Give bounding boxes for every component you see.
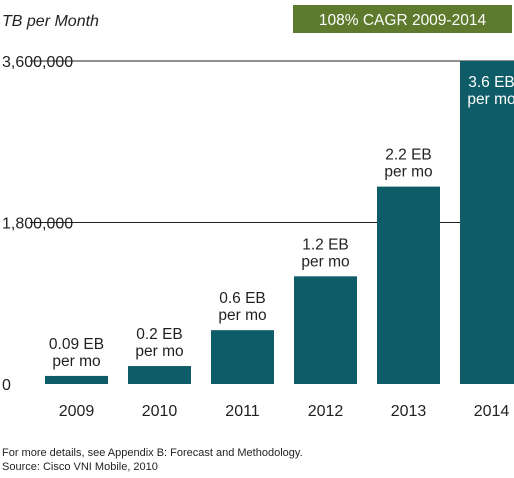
x-tick-label: 2012 (308, 403, 344, 420)
y-axis-title: TB per Month (2, 13, 99, 30)
data-label: per mo (218, 307, 266, 324)
grid-lines (30, 60, 514, 223)
bar-2011 (211, 330, 274, 384)
x-tick-label: 2009 (59, 403, 95, 420)
x-tick-label: 2014 (474, 403, 510, 420)
cagr-badge-text: 108% CAGR 2009-2014 (319, 12, 487, 29)
bars (45, 61, 514, 384)
data-label: per mo (467, 91, 514, 108)
data-label: per mo (301, 253, 349, 270)
data-label: per mo (384, 164, 432, 181)
bar-2010 (128, 366, 191, 384)
bar-2012 (294, 276, 357, 384)
data-label: 2.2 EB (385, 147, 432, 164)
y-tick-label: 0 (2, 377, 11, 394)
cagr-badge-background (293, 5, 512, 33)
data-label: 0.09 EB (49, 336, 104, 353)
bar-2013 (377, 186, 440, 384)
data-label: per mo (135, 343, 183, 360)
y-axis-ticks: 0 1,800,000 3,600,000 (2, 54, 73, 394)
x-tick-label: 2013 (391, 403, 427, 420)
bar-2009 (45, 375, 108, 384)
y-tick-label: 3,600,000 (2, 54, 73, 71)
bar-2014 (460, 61, 514, 384)
x-axis-ticks: 2009 2010 2011 2012 2013 2014 (59, 403, 510, 420)
data-label: 0.2 EB (136, 326, 183, 343)
footnote-source: Source: Cisco VNI Mobile, 2010 (2, 461, 158, 473)
x-tick-label: 2010 (142, 403, 178, 420)
data-label: per mo (52, 353, 100, 370)
footnote-methodology: For more details, see Appendix B: Foreca… (2, 447, 303, 459)
data-label: 1.2 EB (302, 236, 349, 253)
data-label: 3.6 EB (468, 74, 514, 91)
data-label: 0.6 EB (219, 290, 266, 307)
cagr-badge: 108% CAGR 2009-2014 (293, 5, 512, 33)
y-tick-label: 1,800,000 (2, 216, 73, 233)
x-tick-label: 2011 (225, 403, 260, 420)
